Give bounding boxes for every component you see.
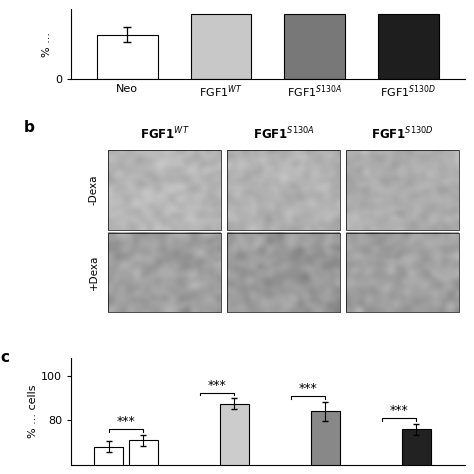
Bar [109,233,221,312]
Bar [346,150,459,230]
Text: FGF1$^{S130A}$: FGF1$^{S130A}$ [253,126,315,143]
Text: -Dexa: -Dexa [89,174,99,205]
Text: FGF1$^{WT}$: FGF1$^{WT}$ [140,126,190,143]
Bar [378,14,439,79]
Text: c: c [0,350,9,365]
Bar [401,429,431,474]
Bar [346,233,459,312]
Bar [128,440,158,474]
Bar [227,233,340,312]
Bar [227,150,340,230]
Text: ***: *** [117,416,136,428]
Bar [191,14,251,79]
Text: ***: *** [390,404,408,418]
Text: b: b [24,120,35,135]
Bar [219,404,249,474]
Text: ***: *** [208,379,226,392]
Bar [94,447,123,474]
Y-axis label: % ... cells: % ... cells [28,385,38,438]
Bar [284,14,345,79]
Bar [97,35,158,79]
Text: FGF1$^{S130D}$: FGF1$^{S130D}$ [371,126,434,143]
Y-axis label: % ...: % ... [42,32,52,56]
Bar [310,411,340,474]
Bar [109,150,221,230]
Text: ***: *** [299,383,317,395]
Text: +Dexa: +Dexa [89,255,99,290]
